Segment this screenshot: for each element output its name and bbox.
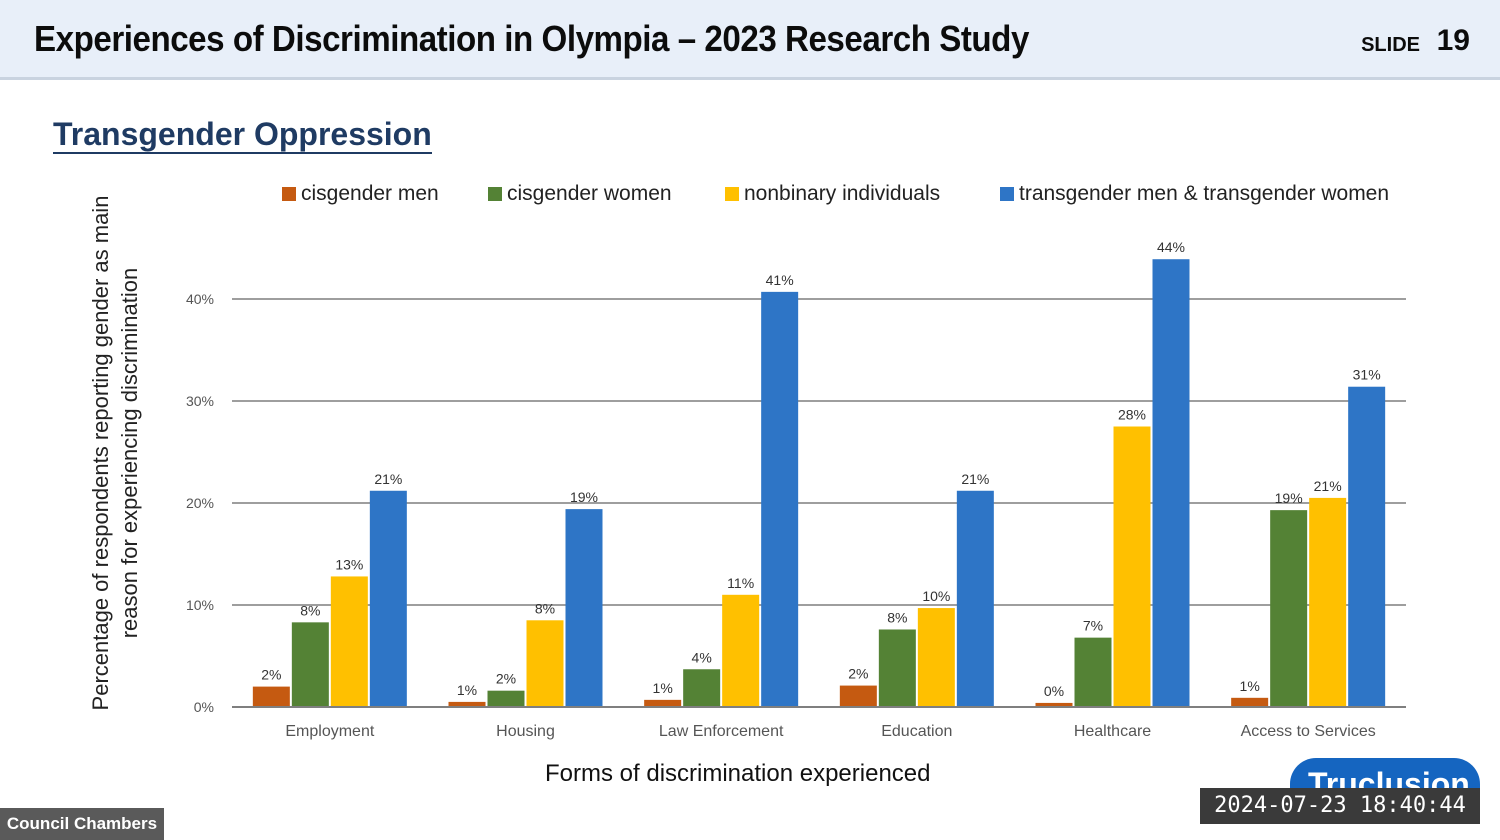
- slide-label: SLIDE: [1361, 34, 1420, 56]
- bar: [1309, 497, 1347, 707]
- x-tick-label: Employment: [285, 723, 374, 740]
- data-label: 21%: [961, 471, 989, 487]
- slide-number: 19: [1436, 24, 1470, 57]
- timestamp-overlay: 2024-07-23 18:40:44: [1200, 788, 1480, 824]
- bar: [448, 701, 486, 707]
- data-label: 8%: [300, 602, 320, 618]
- legend-label: transgender men & transgender women: [1019, 182, 1390, 205]
- legend-swatch: [282, 187, 296, 201]
- x-tick-label: Healthcare: [1074, 723, 1151, 740]
- bar: [1270, 510, 1308, 707]
- data-label: 8%: [535, 600, 555, 616]
- legend-label: cisgender women: [507, 182, 672, 205]
- bar: [526, 620, 564, 707]
- x-axis-title: Forms of discrimination experienced: [545, 760, 931, 787]
- bar: [956, 490, 994, 707]
- bar: [644, 699, 682, 707]
- x-tick-label: Access to Services: [1241, 723, 1376, 740]
- legend-item-nonbinary-individuals: nonbinary individuals: [725, 182, 940, 206]
- data-label: 13%: [335, 556, 363, 572]
- data-label: 1%: [653, 680, 673, 696]
- data-label: 2%: [848, 666, 868, 682]
- data-label: 31%: [1353, 367, 1381, 383]
- data-label: 41%: [766, 272, 794, 288]
- x-tick-label: Housing: [496, 723, 555, 740]
- data-label: 7%: [1083, 618, 1103, 634]
- x-tick-label: Law Enforcement: [659, 723, 784, 740]
- data-label: 19%: [570, 489, 598, 505]
- legend-item-cisgender-men: cisgender men: [282, 182, 439, 206]
- legend-item-transgender: transgender men & transgender women: [1000, 182, 1389, 206]
- data-label: 8%: [887, 609, 907, 625]
- bar: [1113, 426, 1151, 707]
- bar: [252, 686, 290, 707]
- bar: [683, 669, 721, 707]
- slide-header: Experiences of Discrimination in Olympia…: [0, 0, 1500, 80]
- room-label: Council Chambers: [0, 808, 164, 840]
- data-label: 1%: [457, 682, 477, 698]
- bar: [878, 629, 916, 707]
- y-tick-label: 10%: [186, 597, 214, 613]
- data-label: 21%: [1314, 478, 1342, 494]
- bar: [1152, 259, 1190, 707]
- bar: [839, 685, 877, 707]
- legend-swatch: [488, 187, 502, 201]
- bar: [487, 690, 525, 707]
- legend-label: nonbinary individuals: [744, 182, 941, 205]
- data-label: 28%: [1118, 407, 1146, 423]
- data-label: 2%: [496, 671, 516, 687]
- legend-label: cisgender men: [301, 182, 439, 205]
- bar: [291, 622, 329, 707]
- bar: [1348, 386, 1386, 707]
- data-label: 0%: [1044, 683, 1064, 699]
- data-label: 4%: [692, 649, 712, 665]
- data-label: 21%: [374, 471, 402, 487]
- y-tick-label: 30%: [186, 393, 214, 409]
- x-tick-label: Education: [881, 723, 952, 740]
- data-label: 10%: [922, 588, 950, 604]
- section-title: Transgender Oppression: [53, 116, 432, 154]
- bar: [917, 608, 955, 707]
- data-label: 44%: [1157, 239, 1185, 255]
- data-label: 1%: [1240, 678, 1260, 694]
- y-tick-label: 0%: [194, 699, 214, 715]
- bar: [330, 576, 368, 707]
- bar: [369, 490, 407, 707]
- bar: [722, 594, 760, 707]
- data-label: 11%: [727, 575, 754, 591]
- data-label: 2%: [261, 667, 281, 683]
- y-tick-label: 20%: [186, 495, 214, 511]
- y-tick-label: 40%: [186, 291, 214, 307]
- slide-title: Experiences of Discrimination in Olympia…: [34, 18, 1029, 59]
- chart-legend: cisgender men cisgender women nonbinary …: [282, 182, 1442, 212]
- legend-item-cisgender-women: cisgender women: [488, 182, 672, 206]
- bar: [565, 509, 603, 707]
- legend-swatch: [1000, 187, 1014, 201]
- bar: [1035, 702, 1073, 707]
- data-label: 19%: [1275, 490, 1303, 506]
- bar: [1231, 697, 1269, 707]
- legend-swatch: [725, 187, 739, 201]
- bar: [1074, 637, 1112, 707]
- bar: [761, 291, 799, 707]
